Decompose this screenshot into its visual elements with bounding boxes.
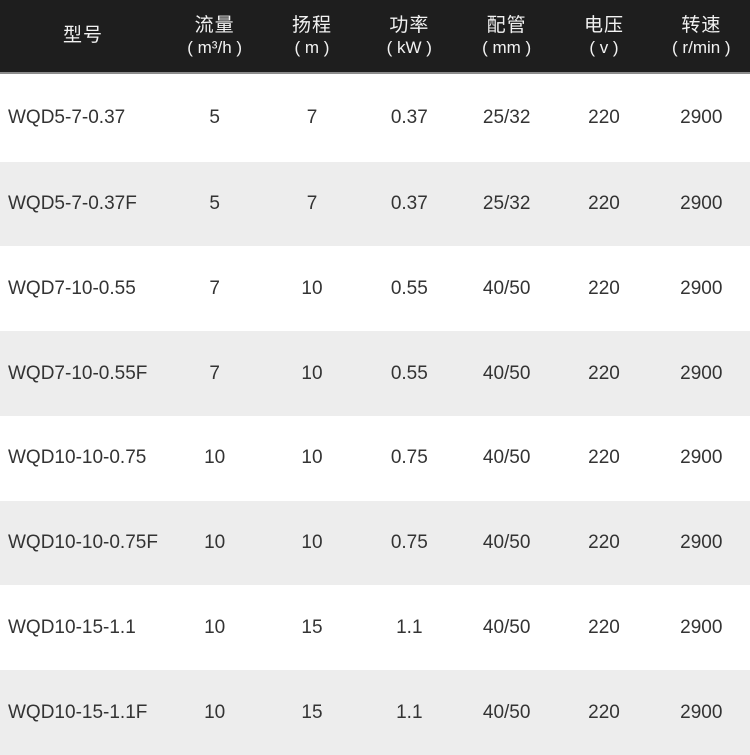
col-header-unit: ( r/min ) — [672, 38, 731, 58]
cell-power: 1.1 — [396, 701, 423, 723]
cell-flow: 7 — [209, 277, 220, 299]
cell-pipe: 40/50 — [482, 277, 531, 299]
table-row: WQD10-15-1.1 10 15 1.1 40/50 220 2900 — [0, 585, 750, 671]
col-header-unit: ( m³/h ) — [187, 38, 243, 58]
cell-flow: 10 — [204, 447, 226, 469]
cell-power: 0.55 — [390, 277, 428, 299]
cell-speed: 2900 — [680, 447, 723, 469]
cell-power: 0.37 — [390, 106, 428, 128]
cell-voltage: 220 — [588, 701, 620, 723]
cell-pipe: 40/50 — [482, 701, 531, 723]
table-row: WQD5-7-0.37F 5 7 0.37 25/32 220 2900 — [0, 161, 750, 247]
col-header-model: 型号 — [0, 0, 166, 74]
cell-voltage: 220 — [588, 192, 620, 214]
cell-speed: 2900 — [680, 192, 723, 214]
cell-speed: 2900 — [680, 701, 723, 723]
cell-voltage: 220 — [588, 447, 620, 469]
col-header-pipe: 配管 ( mm ) — [457, 0, 556, 74]
cell-flow: 10 — [204, 616, 226, 638]
cell-power: 1.1 — [396, 616, 423, 638]
col-header-head: 扬程 ( m ) — [263, 0, 361, 74]
table-row: WQD5-7-0.37 5 7 0.37 25/32 220 2900 — [0, 73, 750, 162]
table-header: 型号 流量 ( m³/h ) 扬程 ( m ) 功率 ( kW ) 配管 ( m… — [0, 0, 750, 74]
cell-voltage: 220 — [588, 616, 620, 638]
col-header-label: 配管 — [486, 14, 527, 36]
col-header-label: 型号 — [62, 25, 103, 47]
cell-speed: 2900 — [680, 532, 723, 554]
cell-head: 10 — [301, 362, 323, 384]
cell-power: 0.37 — [390, 192, 428, 214]
cell-power: 0.55 — [390, 362, 428, 384]
col-header-unit: ( kW ) — [386, 38, 432, 58]
cell-speed: 2900 — [680, 362, 723, 384]
cell-model: WQD7-10-0.55F — [8, 362, 148, 384]
table-row: WQD10-10-0.75F 10 10 0.75 40/50 220 2900 — [0, 500, 750, 586]
cell-model: WQD10-15-1.1 — [8, 616, 136, 638]
cell-flow: 10 — [204, 701, 226, 723]
cell-pipe: 40/50 — [482, 616, 531, 638]
cell-pipe: 40/50 — [482, 532, 531, 554]
cell-speed: 2900 — [680, 616, 723, 638]
col-header-label: 功率 — [389, 14, 430, 36]
table-row: WQD10-10-0.75 10 10 0.75 40/50 220 2900 — [0, 415, 750, 501]
table-body: WQD5-7-0.37 5 7 0.37 25/32 220 2900 WQD5-7-0.37… — [0, 73, 750, 755]
cell-model: WQD10-15-1.1F — [8, 701, 148, 723]
cell-voltage: 220 — [588, 532, 620, 554]
col-header-voltage: 电压 ( v ) — [555, 0, 653, 74]
col-header-label: 扬程 — [291, 14, 332, 36]
col-header-speed: 转速 ( r/min ) — [652, 0, 750, 74]
cell-pipe: 25/32 — [482, 106, 531, 128]
cell-head: 10 — [301, 447, 323, 469]
table-row: WQD7-10-0.55F 7 10 0.55 40/50 220 2900 — [0, 331, 750, 416]
table-row: WQD7-10-0.55 7 10 0.55 40/50 220 2900 — [0, 246, 750, 332]
col-header-label: 电压 — [583, 14, 624, 36]
cell-head: 7 — [306, 192, 318, 214]
cell-model: WQD5-7-0.37F — [8, 192, 137, 214]
cell-model: WQD7-10-0.55 — [8, 277, 136, 299]
cell-flow: 10 — [204, 532, 226, 554]
cell-pipe: 25/32 — [482, 192, 531, 214]
cell-model: WQD5-7-0.37 — [8, 106, 126, 128]
cell-voltage: 220 — [588, 106, 620, 128]
col-header-label: 转速 — [681, 14, 722, 36]
cell-flow: 5 — [209, 106, 220, 128]
col-header-unit: ( m ) — [294, 38, 330, 58]
cell-power: 0.75 — [390, 447, 428, 469]
cell-model: WQD10-10-0.75 — [8, 447, 147, 469]
cell-head: 7 — [306, 106, 318, 128]
col-header-unit: ( v ) — [589, 38, 619, 58]
cell-pipe: 40/50 — [482, 447, 531, 469]
cell-flow: 5 — [209, 192, 220, 214]
col-header-power: 功率 ( kW ) — [360, 0, 458, 74]
cell-head: 10 — [301, 532, 323, 554]
col-header-unit: ( mm ) — [482, 38, 532, 58]
table-row: WQD10-15-1.1F 10 15 1.1 40/50 220 2900 — [0, 670, 750, 755]
cell-speed: 2900 — [680, 277, 723, 299]
cell-model: WQD10-10-0.75F — [8, 532, 158, 554]
cell-power: 0.75 — [390, 532, 428, 554]
cell-voltage: 220 — [588, 277, 620, 299]
cell-voltage: 220 — [588, 362, 620, 384]
cell-flow: 7 — [209, 362, 220, 384]
cell-pipe: 40/50 — [482, 362, 531, 384]
cell-head: 10 — [301, 277, 323, 299]
header-row: 型号 流量 ( m³/h ) 扬程 ( m ) 功率 ( kW ) 配管 ( m… — [0, 0, 750, 74]
cell-head: 15 — [301, 701, 323, 723]
cell-speed: 2900 — [680, 106, 723, 128]
cell-head: 15 — [301, 616, 323, 638]
col-header-flow: 流量 ( m³/h ) — [166, 0, 264, 74]
col-header-label: 流量 — [194, 14, 235, 36]
